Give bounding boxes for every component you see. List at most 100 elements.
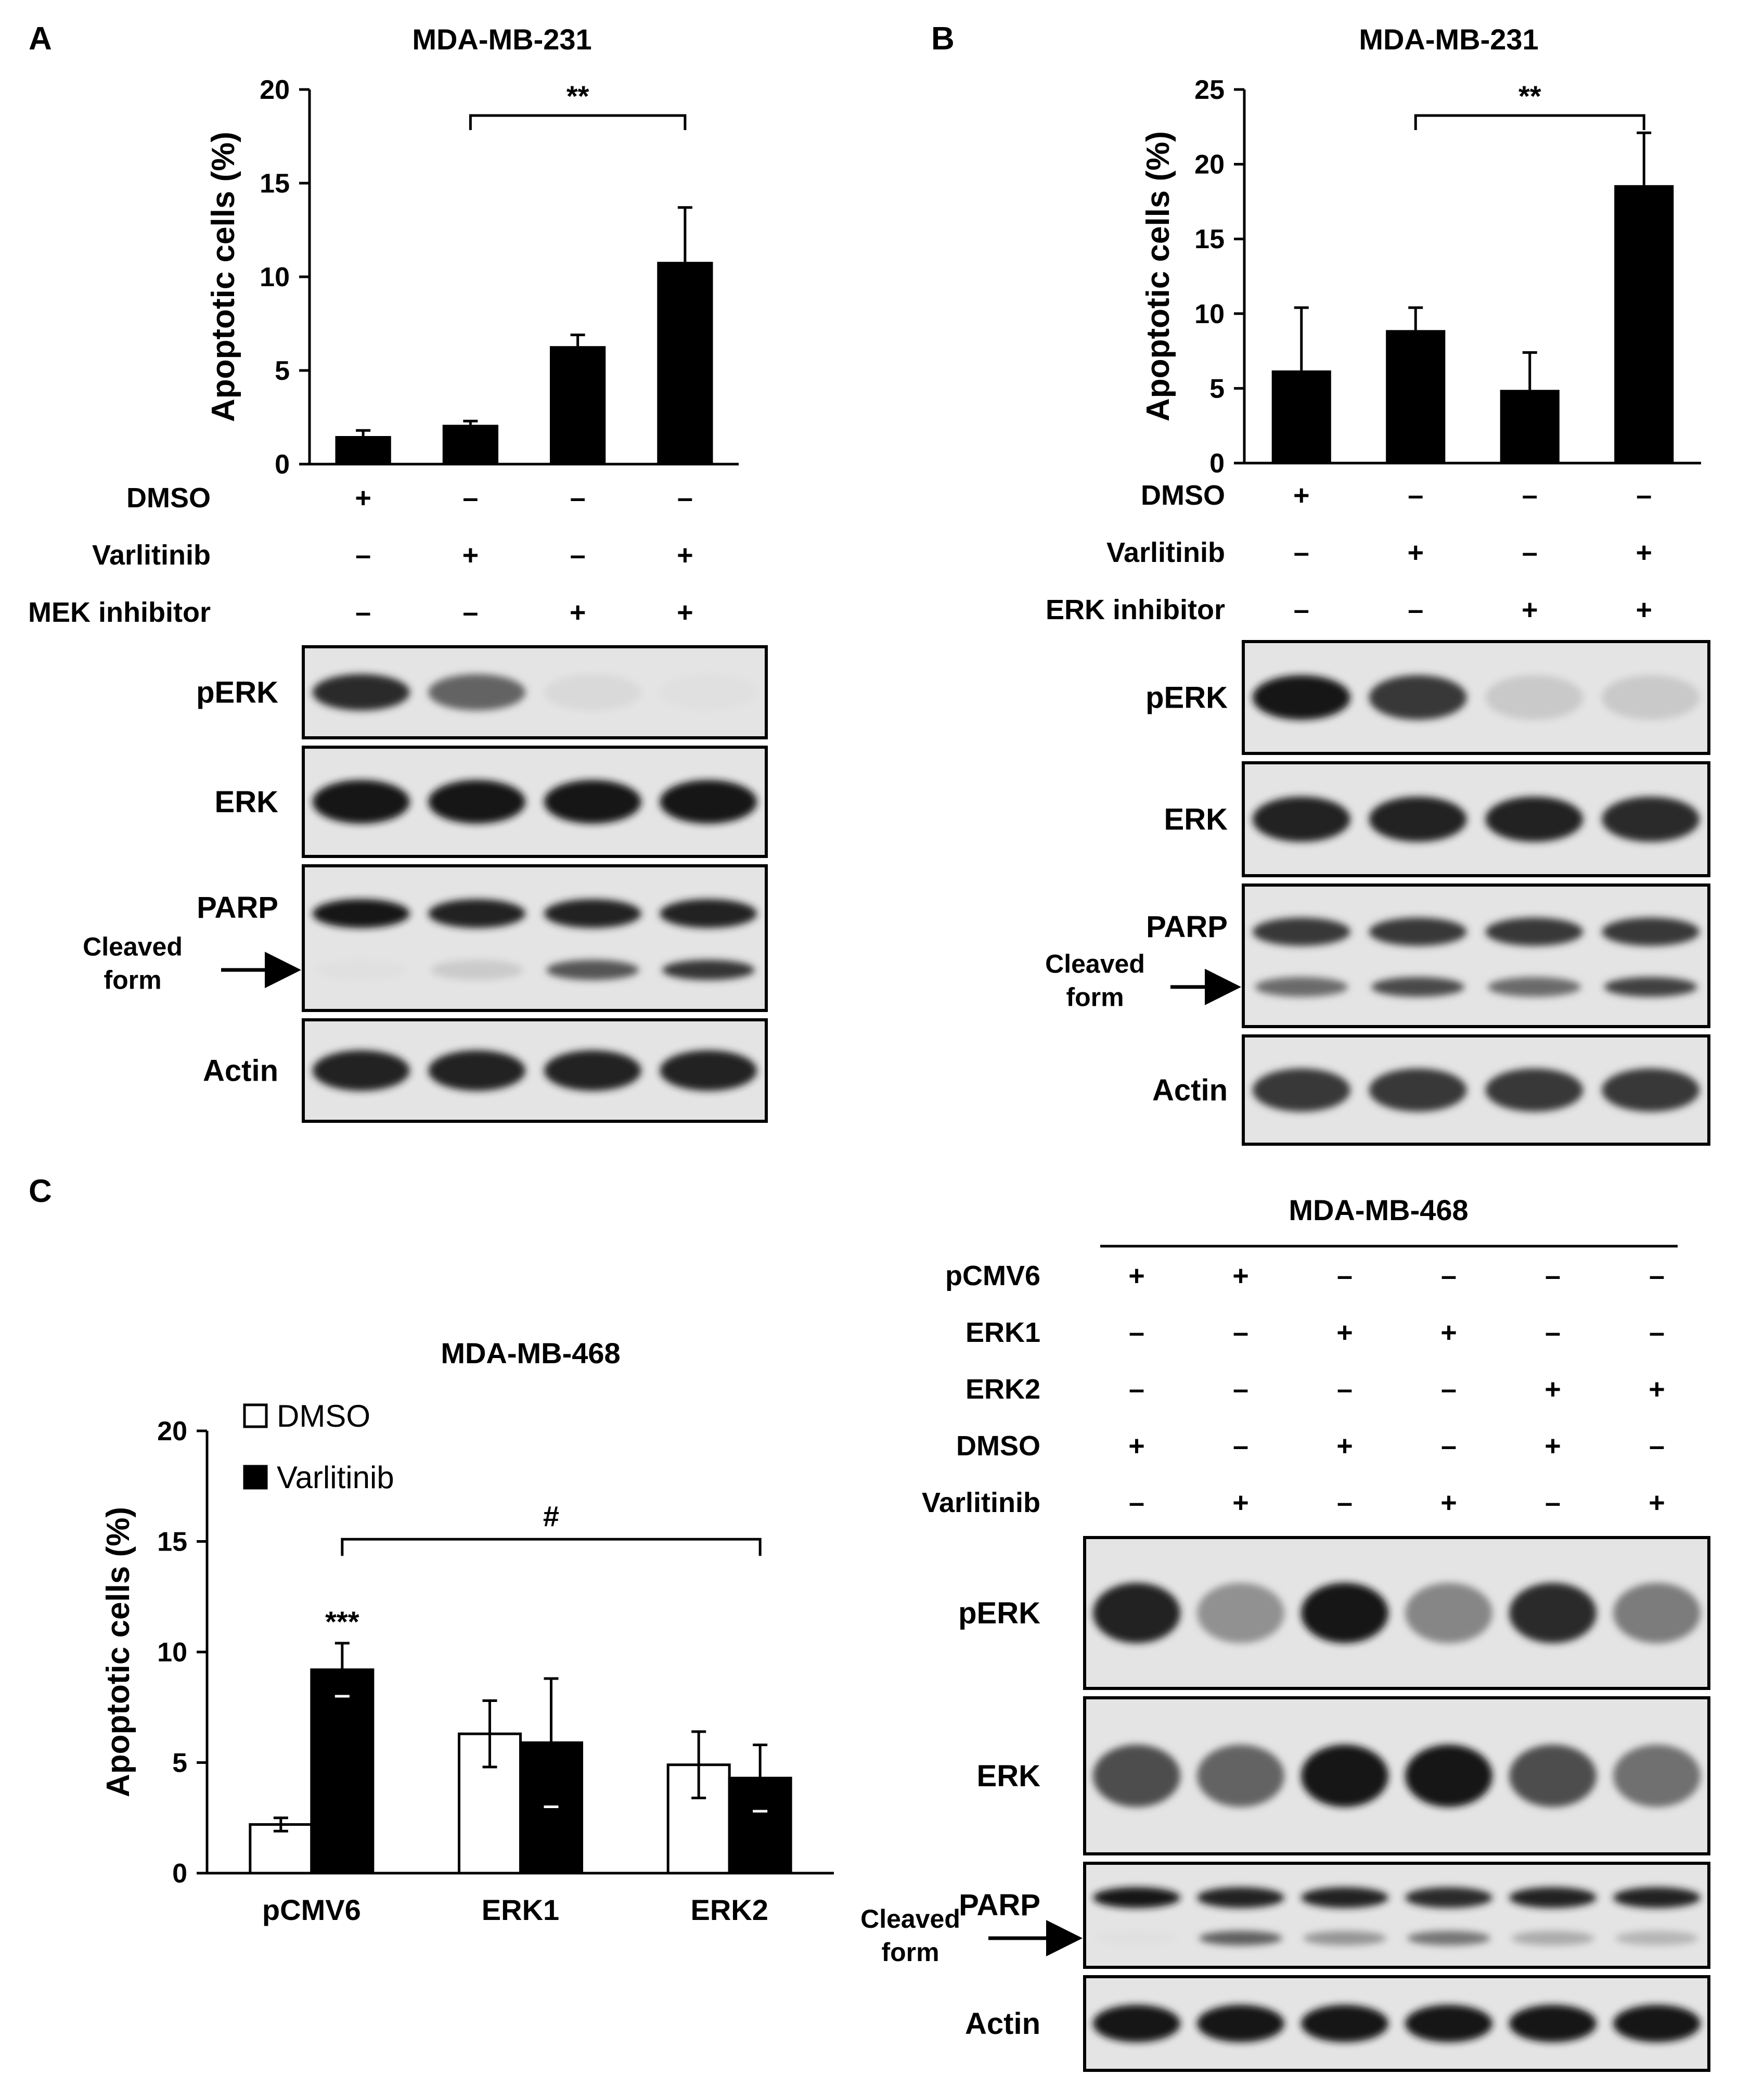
condition-sign: + — [1440, 1487, 1457, 1518]
condition-sign: – — [1636, 480, 1652, 511]
blot-band — [1485, 675, 1583, 720]
legend-swatch — [243, 1465, 268, 1490]
blot-strip — [1242, 883, 1710, 1028]
condition-sign: – — [1129, 1487, 1144, 1518]
blot-band — [428, 899, 526, 928]
cleaved-parp-band — [315, 959, 408, 980]
condition-sign: + — [1440, 1317, 1457, 1348]
blot-band — [660, 899, 757, 928]
y-tick-label: 15 — [157, 1527, 187, 1557]
condition-sign: + — [1636, 537, 1652, 568]
blot-band — [1602, 917, 1700, 946]
chart-panel-b: 0 5 10 15 20 25 Apoptotic cells (%) ** DMSO + – – – V… — [1046, 75, 1701, 625]
blot-band — [544, 780, 641, 824]
blot-band — [1369, 675, 1467, 720]
blot-band — [1602, 797, 1700, 842]
blot-band — [1301, 1583, 1388, 1643]
blot-band — [1093, 1583, 1180, 1643]
condition-sign: + — [677, 597, 693, 628]
blot-band — [428, 674, 526, 711]
legend-label: DMSO — [277, 1399, 370, 1433]
condition-sign: – — [1294, 594, 1309, 625]
condition-sign: – — [1649, 1317, 1665, 1348]
significance-annotation: *** — [325, 1605, 359, 1638]
condition-sign: – — [1441, 1374, 1457, 1405]
cleaved-parp-band — [1199, 1931, 1282, 1945]
panel-c-chart-title: MDA-MB-468 — [441, 1337, 620, 1369]
condition-sign: – — [1408, 480, 1423, 511]
cleaved-parp-band — [1511, 1931, 1594, 1945]
x-tick-label: ERK1 — [482, 1893, 559, 1926]
y-tick-label: 5 — [1209, 374, 1225, 404]
blot-strip — [1083, 1975, 1710, 2072]
condition-sign: + — [1232, 1487, 1249, 1518]
y-tick-label: 0 — [275, 450, 290, 480]
significance-label: ** — [1518, 80, 1541, 112]
blot-band — [1197, 1887, 1284, 1908]
blot-band — [312, 674, 410, 711]
bar — [310, 1668, 375, 1875]
condition-label: Varlitinib — [1106, 537, 1225, 568]
blot-band — [1613, 1583, 1701, 1643]
condition-sign: + — [1544, 1430, 1561, 1462]
blot-band — [1093, 2005, 1180, 2042]
blot-band — [1301, 1745, 1388, 1807]
cleaved-parp-band — [430, 959, 523, 980]
condition-sign: + — [1336, 1317, 1353, 1348]
condition-sign: + — [462, 540, 479, 571]
condition-sign: – — [355, 597, 371, 628]
condition-sign: – — [1408, 594, 1423, 625]
condition-sign: – — [1337, 1260, 1353, 1291]
cleaved-parp-band — [1371, 977, 1465, 997]
blot-row-label: ERK — [1164, 803, 1228, 837]
condition-sign: + — [570, 597, 586, 628]
condition-label: ERK1 — [965, 1317, 1040, 1348]
significance-bracket — [469, 114, 687, 130]
blot-row-label: PARP — [959, 1888, 1040, 1922]
bar — [249, 1823, 313, 1875]
y-tick-label: 5 — [275, 356, 290, 386]
cleaved-parp-band — [1303, 1931, 1386, 1945]
condition-sign: – — [1522, 480, 1538, 511]
condition-sign: + — [1336, 1430, 1353, 1462]
blot-band — [544, 674, 641, 711]
bar — [1614, 185, 1674, 464]
cleaved-parp-band — [1615, 1931, 1698, 1945]
cleaved-form-label: form — [881, 1938, 939, 1967]
condition-sign: – — [1545, 1260, 1561, 1291]
y-axis-label: Apoptotic cells (%) — [205, 132, 241, 422]
blot-row-label: pERK — [196, 676, 278, 710]
condition-sign: – — [1129, 1317, 1144, 1348]
condition-sign: – — [1545, 1317, 1561, 1348]
blot-band — [1613, 2005, 1701, 2042]
bar — [657, 262, 713, 464]
condition-sign: – — [1337, 1374, 1353, 1405]
panel-b-title: MDA-MB-231 — [1359, 23, 1538, 56]
condition-sign: + — [1407, 537, 1424, 568]
condition-sign: + — [1128, 1430, 1145, 1462]
cleaved-form-label: Cleaved — [860, 1904, 960, 1933]
blot-row-label: Actin — [965, 2007, 1040, 2041]
condition-sign: – — [355, 540, 371, 571]
condition-sign: – — [1129, 1374, 1144, 1405]
x-tick-label: ERK2 — [690, 1893, 768, 1926]
cleaved-parp-band — [1604, 977, 1697, 997]
condition-sign: + — [355, 482, 371, 514]
blot-band — [1369, 917, 1467, 946]
blot-band — [312, 780, 410, 824]
blot-row-label: pERK — [1145, 681, 1228, 715]
y-axis-label: Apoptotic cells (%) — [100, 1507, 136, 1797]
y-tick-label: 10 — [1194, 299, 1225, 329]
blot-band — [312, 899, 410, 928]
condition-sign: – — [462, 482, 478, 514]
condition-label: DMSO — [126, 482, 211, 514]
condition-sign: – — [570, 482, 586, 514]
blot-strip — [1083, 1862, 1710, 1969]
condition-label: ERK inhibitor — [1046, 594, 1225, 625]
blot-band — [1613, 1745, 1701, 1807]
panel-a-title: MDA-MB-231 — [412, 23, 591, 56]
condition-sign: – — [570, 540, 586, 571]
blot-band — [1602, 675, 1700, 720]
condition-label: DMSO — [956, 1430, 1040, 1462]
chart-panel-c: 0 5 10 15 20 Apoptotic cells (%) pCMV6 ERK1 ERK2… — [100, 1399, 834, 1926]
